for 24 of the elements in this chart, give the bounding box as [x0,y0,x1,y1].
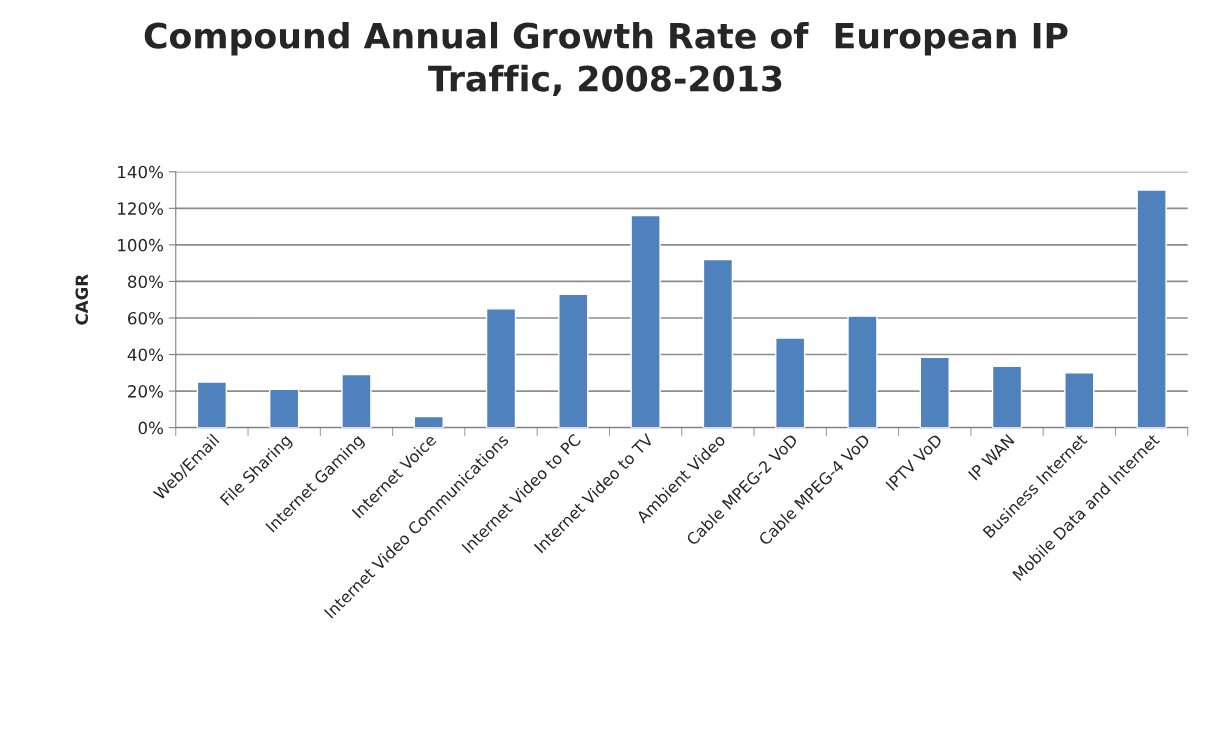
y-tick-label: 80% [128,275,164,288]
y-tick-label: 120% [118,202,164,215]
y-tick-label: 20% [128,385,164,398]
y-tick-label: 100% [118,238,164,252]
bar [558,293,589,428]
bar [1064,372,1095,428]
y-tick-label: 40% [127,348,164,362]
bar [919,356,950,428]
y-axis-title: CAGR [75,274,89,325]
bar [485,308,517,428]
bar [1136,189,1167,428]
bar [775,337,806,428]
bar [269,388,300,428]
y-tick-label: 140% [118,165,164,179]
bar [413,415,444,428]
bar [991,365,1023,428]
y-tick-label: 0% [138,421,164,435]
y-tick-label: 60% [128,311,164,325]
chart-title: Compound Annual Growth Rate of European IP Traffic, 2008-2013 [144,21,1068,97]
bar [341,373,372,428]
bar [196,381,228,428]
bar [847,315,878,428]
bar [630,214,661,428]
bar [702,258,734,428]
